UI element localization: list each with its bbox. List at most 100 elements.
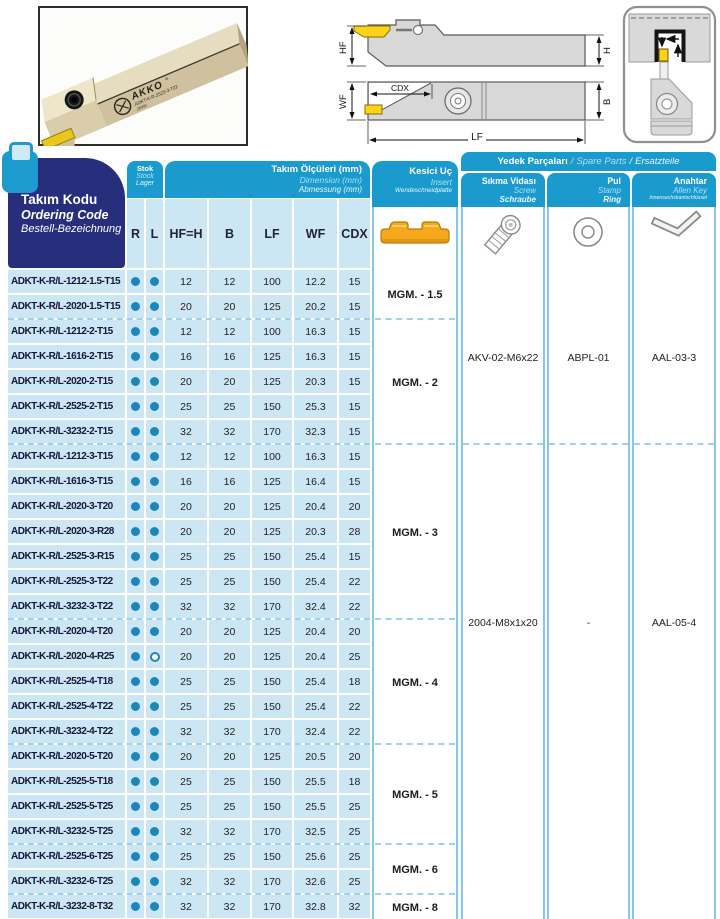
stock-cell-l (146, 695, 163, 718)
column-header-hf: HF=H (165, 199, 207, 268)
dim-hf: 20 (165, 520, 207, 543)
stock-dot-filled (131, 502, 140, 511)
dim-lf: 150 (252, 695, 292, 718)
stock-dot-filled (150, 427, 159, 436)
stock-cell-r (127, 845, 144, 868)
stock-cell-r (127, 645, 144, 668)
spare-part-key: AAL-05-4 (651, 616, 697, 629)
stock-dot-filled (131, 877, 140, 886)
dim-b: 12 (209, 445, 250, 468)
dim-b: 25 (209, 770, 250, 793)
dim-lf: 150 (252, 795, 292, 818)
dim-hf: 16 (165, 345, 207, 368)
order-code: ADKT-K-R/L-2020-4-R25 (8, 645, 125, 668)
akko-logo-emblem (113, 97, 132, 116)
order-code: ADKT-K-R/L-1616-2-T15 (8, 345, 125, 368)
dim-hf: 12 (165, 270, 207, 293)
dim-cdx: 20 (339, 745, 370, 768)
dim-b: 16 (209, 470, 250, 493)
stock-de: Lager (136, 180, 154, 187)
dims-en: Dimension (mm) (299, 175, 362, 185)
insert-column (372, 207, 458, 919)
dim-lf: 150 (252, 770, 292, 793)
order-code: ADKT-K-R/L-2525-2-T15 (8, 395, 125, 418)
stock-dot-filled (131, 377, 140, 386)
spare-en: Spare Parts (576, 156, 627, 167)
dim-wf: 16.3 (294, 320, 337, 343)
dim-lf: 125 (252, 745, 292, 768)
stock-dot-filled (150, 452, 159, 461)
stock-dot-filled (131, 577, 140, 586)
dim-wf: 16.3 (294, 345, 337, 368)
dim-hf: 32 (165, 870, 207, 893)
product-photo: AKKO ® ADKT-K-R-2525-3-T22 26991 (38, 6, 248, 146)
dim-wf: 20.3 (294, 520, 337, 543)
dim-wf: 20.3 (294, 370, 337, 393)
dim-cdx: 15 (339, 545, 370, 568)
dim-hf: 20 (165, 495, 207, 518)
group-separator (463, 443, 543, 445)
stock-dot-filled (150, 877, 159, 886)
dim-hf: 32 (165, 595, 207, 618)
stock-cell-l (146, 520, 163, 543)
stock-dot-filled (150, 602, 159, 611)
order-code: ADKT-K-R/L-2525-4-T18 (8, 670, 125, 693)
dim-wf: 25.6 (294, 845, 337, 868)
dim-b: 16 (209, 345, 250, 368)
insert-header-tab: Kesici Uç Insert Wendeschneidplatte (372, 161, 458, 207)
dim-b: 20 (209, 645, 250, 668)
dim-hf: 25 (165, 670, 207, 693)
stock-dot-filled (131, 402, 140, 411)
key-de: Innensechskantschlüssel (649, 195, 707, 201)
dim-wf: 32.5 (294, 820, 337, 843)
group-separator (375, 843, 455, 845)
insert-type-label: MGM. - 3 (392, 526, 438, 539)
stock-dot-filled (150, 552, 159, 561)
stock-cell-r (127, 495, 144, 518)
dim-hf: 20 (165, 370, 207, 393)
dim-b: 32 (209, 895, 250, 918)
dim-b: 20 (209, 520, 250, 543)
order-code: ADKT-K-R/L-3232-6-T25 (8, 870, 125, 893)
dim-wf: 25.4 (294, 670, 337, 693)
order-code: ADKT-K-R/L-2525-5-T18 (8, 770, 125, 793)
stock-cell-r (127, 895, 144, 918)
dim-wf: 20.5 (294, 745, 337, 768)
dim-wf: 20.4 (294, 620, 337, 643)
stock-en: Stock (136, 173, 154, 180)
group-separator (375, 618, 455, 620)
insert-en: Insert (430, 177, 452, 187)
key-header-tab: Anahtar Allen Key Innensechskantschlüsse… (632, 173, 716, 207)
screw-header-tab: Sıkma Vidası Screw Schraube (461, 173, 545, 207)
dim-label-hf: HF (338, 41, 349, 54)
stock-cell-l (146, 545, 163, 568)
dim-lf: 170 (252, 870, 292, 893)
ordering-code-header: Takım Kodu Ordering Code Bestell-Bezeich… (8, 158, 125, 268)
order-code: ADKT-K-R/L-2525-4-T22 (8, 695, 125, 718)
dim-wf: 25.4 (294, 695, 337, 718)
group-separator (634, 443, 714, 445)
stock-cell-l (146, 370, 163, 393)
stock-dot-filled (150, 802, 159, 811)
dim-wf: 16.4 (294, 470, 337, 493)
ring-de: Ring (603, 195, 621, 204)
dim-wf: 32.6 (294, 870, 337, 893)
order-code: ADKT-K-R/L-3232-3-T22 (8, 595, 125, 618)
stock-dot-filled (131, 527, 140, 536)
stock-cell-r (127, 720, 144, 743)
dim-lf: 170 (252, 720, 292, 743)
dim-hf: 25 (165, 545, 207, 568)
spare-de: Ersatzteile (635, 156, 680, 167)
dim-b: 20 (209, 295, 250, 318)
dim-lf: 170 (252, 420, 292, 443)
dim-lf: 150 (252, 395, 292, 418)
insert-type-label: MGM. - 5 (392, 789, 438, 801)
dims-de: Abmessung (mm) (298, 185, 362, 194)
dim-b: 25 (209, 670, 250, 693)
stock-cell-l (146, 870, 163, 893)
dim-cdx: 15 (339, 420, 370, 443)
key-en: Allen Key (673, 186, 707, 195)
stock-dot-filled (150, 827, 159, 836)
spare-tr: Yedek Parçaları (497, 156, 568, 167)
stock-cell-r (127, 545, 144, 568)
